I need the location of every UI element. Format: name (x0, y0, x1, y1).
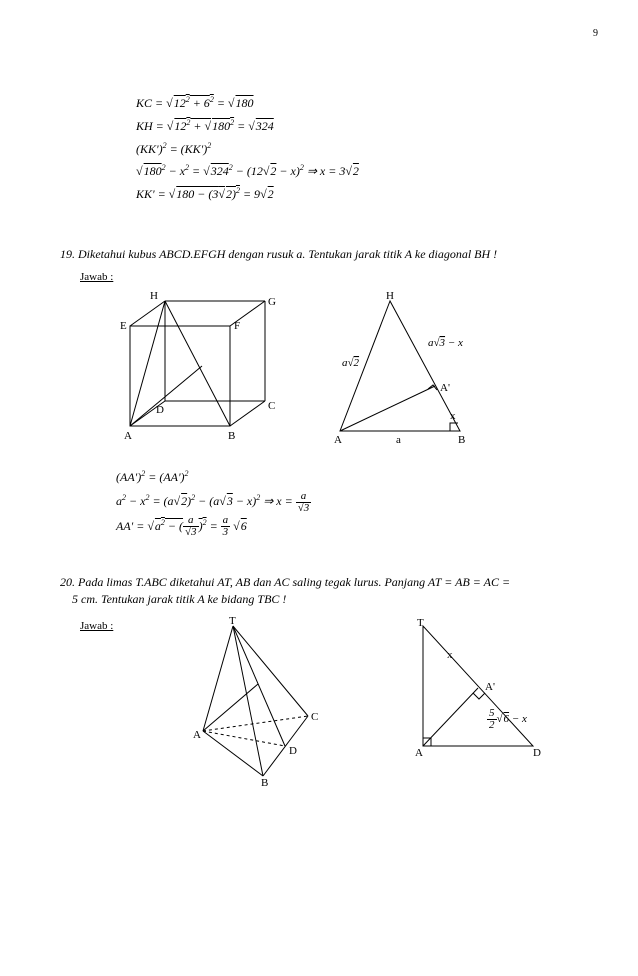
svg-text:C: C (268, 400, 275, 412)
pyramid-figure: T A B C D (173, 616, 343, 786)
svg-text:C: C (311, 711, 318, 723)
svg-text:B: B (261, 777, 268, 786)
svg-text:H: H (150, 291, 158, 302)
svg-text:D: D (156, 404, 164, 416)
svg-text:T: T (417, 617, 424, 629)
svg-text:H: H (386, 291, 394, 302)
svg-text:T: T (229, 616, 236, 627)
svg-text:A: A (334, 434, 342, 446)
svg-text:a√3 − x: a√3 − x (428, 337, 463, 349)
equations-19: (AA')2 = (AA')2 a2 − x2 = (a√2)2 − (a√3 … (116, 465, 598, 539)
svg-text:G: G (268, 296, 276, 308)
svg-text:x: x (447, 649, 453, 661)
page-number: 9 (593, 28, 598, 39)
svg-text:A: A (193, 729, 201, 741)
problem-20-text: 20. Pada limas T.ABC diketahui AT, AB da… (60, 574, 598, 608)
svg-text:D: D (533, 747, 541, 759)
svg-text:A: A (415, 747, 423, 759)
svg-text:A': A' (440, 382, 450, 394)
svg-text:E: E (120, 320, 127, 332)
triangle-hab: H A B A' x a a√2 a√3 − x (320, 291, 490, 451)
problem-19-jawab: Jawab : (80, 271, 598, 283)
svg-text:A: A (124, 430, 132, 442)
problem-20-jawab: Jawab : (80, 620, 113, 632)
triangle-tad: T A D A' x 52√6 − x (403, 616, 563, 776)
svg-text:a: a (396, 434, 401, 446)
svg-text:B: B (228, 430, 235, 442)
problem-19-text: 19. Diketahui kubus ABCD.EFGH dengan rus… (60, 246, 598, 263)
svg-text:x: x (450, 410, 456, 422)
problem-19-figures: A B C D E F G H H A B A (110, 291, 598, 451)
svg-text:B: B (458, 434, 465, 446)
equations-18: KC = √122 + 62 = √180 KH = √122 + √1802 … (136, 92, 598, 206)
cube-figure: A B C D E F G H (110, 291, 280, 451)
svg-text:a√2: a√2 (342, 357, 360, 369)
svg-text:F: F (234, 320, 240, 332)
svg-text:D: D (289, 745, 297, 757)
svg-text:A': A' (485, 681, 495, 693)
